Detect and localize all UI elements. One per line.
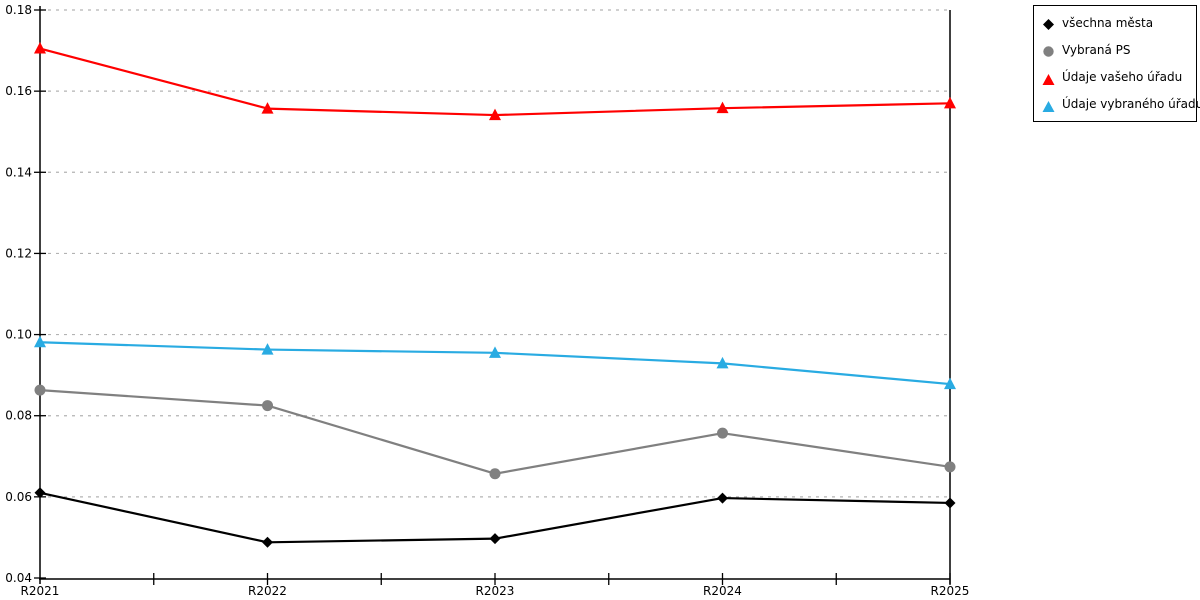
y-axis-label: 0.08 (5, 409, 32, 423)
data-point-marker-0 (944, 497, 956, 509)
triangle-legend-marker-icon (1042, 98, 1055, 112)
legend-item-1: Vybraná PS (1042, 42, 1192, 58)
x-axis-label: R2024 (703, 584, 742, 598)
series-line-1 (38, 389, 952, 475)
data-point-marker-2 (944, 96, 956, 109)
legend-label: Údaje vybraného úřadu (1062, 97, 1200, 112)
x-axis-label: R2021 (21, 584, 60, 598)
legend-item-2: Údaje vašeho úřadu (1042, 70, 1192, 85)
data-point-marker-0 (717, 492, 728, 504)
data-point-marker-2 (489, 108, 501, 121)
data-point-marker-2 (34, 42, 46, 54)
y-axis-label: 0.14 (5, 165, 32, 179)
series-line-2 (38, 47, 952, 117)
y-axis-label: 0.16 (5, 84, 32, 98)
legend-label: Vybraná PS (1062, 42, 1131, 57)
y-axis-label: 0.10 (5, 328, 32, 342)
chart-legend: všechna města Vybraná PS Údaje vašeho úřad… (1033, 5, 1200, 122)
data-point-marker-1 (717, 427, 728, 439)
data-point-marker-0 (34, 487, 46, 499)
data-point-marker-3 (261, 343, 274, 355)
triangle-legend-marker-icon (1042, 71, 1055, 85)
y-axis-label: 0.18 (5, 3, 32, 17)
data-point-marker-3 (944, 377, 956, 390)
data-point-marker-3 (34, 335, 46, 348)
x-axis-label: R2022 (248, 584, 287, 598)
x-axis-label: R2025 (931, 584, 970, 598)
data-point-marker-3 (716, 356, 729, 369)
circle-legend-marker-icon (1042, 43, 1055, 58)
data-point-marker-1 (262, 400, 273, 412)
data-point-marker-1 (944, 461, 956, 473)
data-point-marker-3 (489, 346, 501, 358)
data-point-marker-1 (34, 384, 46, 396)
data-point-marker-2 (261, 102, 274, 114)
y-axis-label: 0.06 (5, 490, 32, 504)
data-point-marker-0 (262, 536, 273, 548)
legend-item-0: všechna města (1042, 15, 1192, 31)
x-axis-label: R2023 (476, 584, 515, 598)
legend-item-3: Údaje vybraného úřadu (1042, 98, 1200, 112)
legend-label: všechna města (1062, 15, 1154, 30)
data-point-marker-1 (489, 468, 501, 480)
data-point-marker-0 (489, 533, 501, 545)
legend-label: Údaje vašeho úřadu (1062, 70, 1183, 85)
y-axis-label: 0.04 (5, 571, 32, 585)
diamond-legend-marker-icon (1042, 16, 1055, 31)
y-axis-label: 0.12 (5, 246, 32, 260)
data-point-marker-2 (716, 101, 729, 114)
